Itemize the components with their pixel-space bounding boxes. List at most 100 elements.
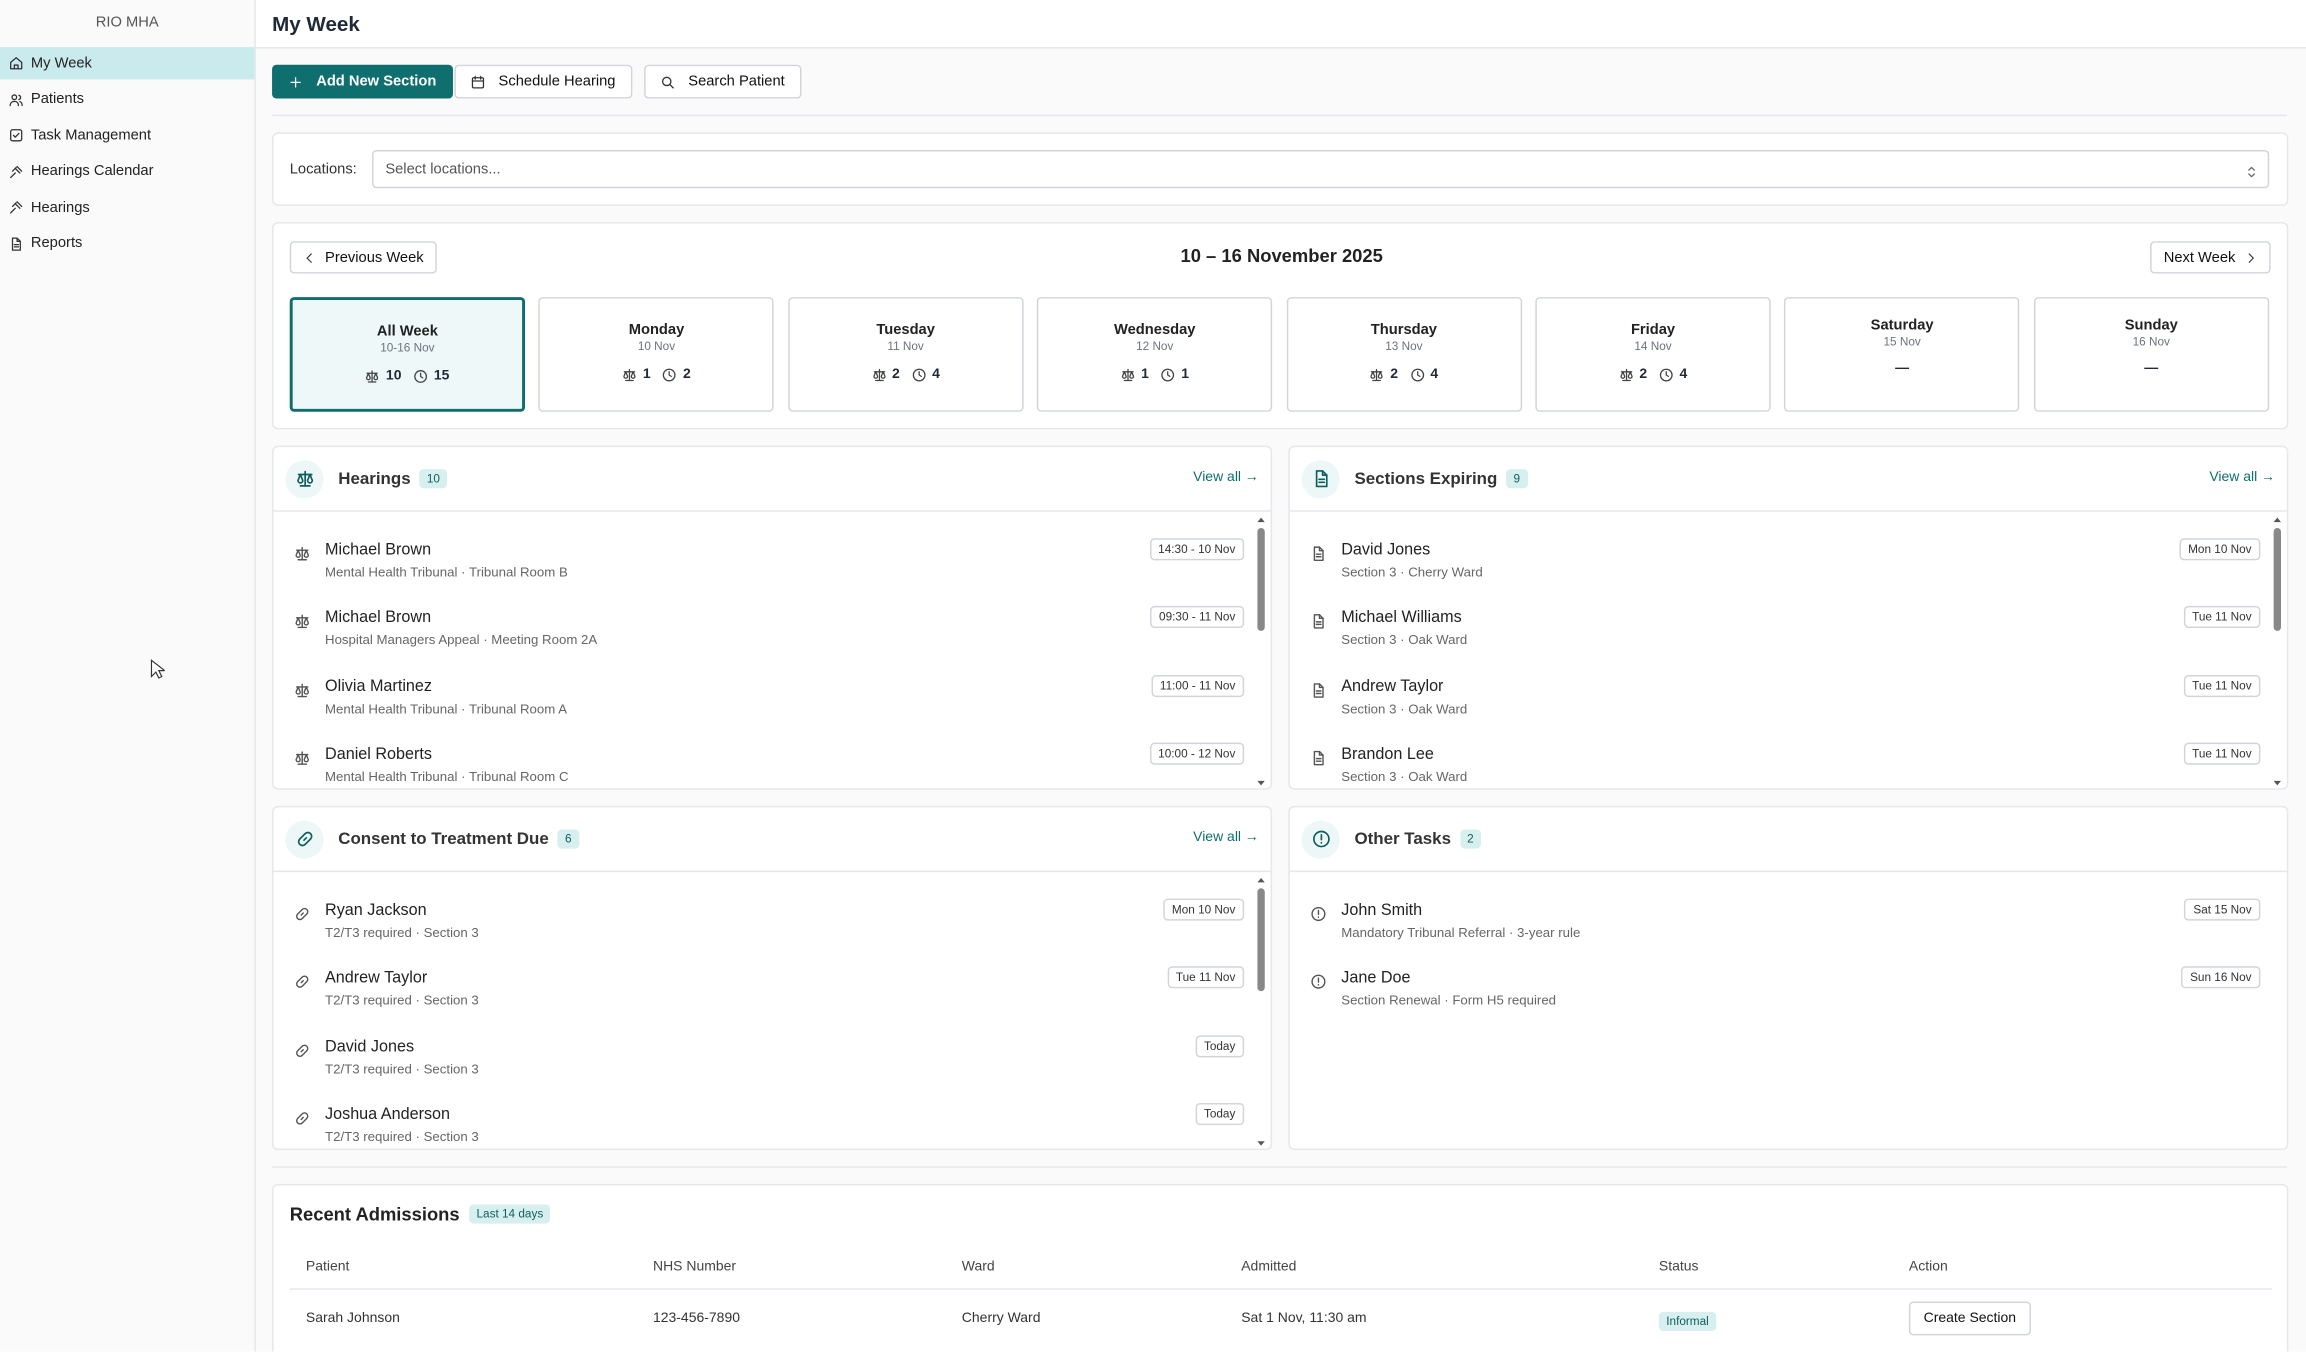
next-week-label: Next Week: [2163, 249, 2236, 266]
nav-item[interactable]: Hearings Calendar: [0, 155, 254, 187]
list-item[interactable]: Michael Williams Section 3 · Oak Ward Tue …: [1290, 589, 2261, 648]
list-item[interactable]: Andrew Taylor Section 3 · Oak Ward Tue 11 …: [1290, 657, 2261, 716]
column-header: Ward: [961, 1258, 995, 1276]
day-card[interactable]: Wednesday 12 Nov 1 1: [1037, 297, 1273, 412]
action-button[interactable]: Search Patient: [644, 64, 801, 99]
action-button[interactable]: Add New Section: [272, 64, 453, 99]
locations-select[interactable]: Select locations...: [372, 150, 2270, 189]
panel: Hearings 10 View all → Michael Brown Mental …: [272, 445, 1273, 790]
icon: [1311, 975, 1326, 990]
list-item[interactable]: Andrew Taylor T2/T3 required · Section 3 T…: [274, 949, 1245, 1008]
item-tag: Sat 15 Nov: [2184, 898, 2261, 921]
action-button[interactable]: Schedule Hearing: [454, 64, 632, 99]
item-icon: [294, 903, 310, 929]
item-detail: Section 3 · Cherry Ward: [1341, 564, 1483, 580]
day-date: 15 Nov: [1883, 335, 1921, 349]
panel-icon: [1301, 459, 1340, 498]
day-name: Monday: [628, 322, 685, 339]
hearings-count: 1: [1141, 366, 1149, 383]
nav-item[interactable]: My Week: [0, 47, 255, 80]
panel-header: Consent to Treatment Due 6 View all →: [273, 807, 1271, 873]
icon: [1313, 614, 1324, 630]
icon: [663, 367, 677, 381]
icon: [471, 75, 485, 88]
prev-week-button[interactable]: Previous Week: [289, 241, 437, 274]
create-section-button[interactable]: Create Section: [1908, 1301, 2031, 1336]
day-card[interactable]: Saturday 15 Nov —: [1784, 297, 2020, 412]
icon: [1313, 750, 1324, 766]
week-card: Previous Week 10 – 16 November 2025 Next W…: [272, 222, 2289, 430]
divider: [272, 114, 2287, 117]
list-item[interactable]: Michael Brown Hospital Managers Appeal · …: [274, 589, 1245, 648]
list-item[interactable]: Joshua Anderson T2/T3 required · Section …: [274, 1085, 1245, 1144]
item-icon: [1310, 971, 1326, 997]
locations-label: Locations:: [289, 161, 357, 178]
day-card[interactable]: Monday 10 Nov 1 2: [538, 297, 775, 412]
list-item[interactable]: Olivia Martinez Mental Health Tribunal · …: [274, 657, 1245, 716]
day-card[interactable]: All Week 10-16 Nov 10 15: [289, 297, 526, 412]
table-cell: Sarah Johnson: [305, 1310, 400, 1327]
table-cell: Cherry Ward: [961, 1310, 1041, 1327]
item-detail: Section 3 · Oak Ward: [1341, 700, 1468, 716]
nav-item[interactable]: Hearings: [0, 191, 254, 223]
item-tag: Mon 10 Nov: [1163, 898, 1245, 921]
next-week-button[interactable]: Next Week: [2150, 241, 2271, 274]
day-card[interactable]: Thursday 13 Nov 2 4: [1286, 297, 1522, 412]
item-icon: [294, 971, 310, 997]
icon: [1619, 368, 1633, 381]
item-detail: T2/T3 required · Section 3: [325, 925, 479, 940]
icon: [1312, 830, 1330, 848]
item-tag: Today: [1195, 1102, 1245, 1125]
list-item[interactable]: David Jones Section 3 · Cherry Ward Mon 10…: [1290, 521, 2261, 580]
panel-header: Sections Expiring 9 View all →: [1289, 447, 2287, 512]
icon: [295, 546, 309, 561]
nav-item[interactable]: Patients: [0, 83, 254, 115]
hearings-count: 2: [1390, 366, 1399, 383]
item-icon: [294, 1107, 310, 1133]
hearings-count: 2: [1639, 366, 1648, 383]
icon: [295, 615, 309, 629]
scrollbar[interactable]: [1256, 515, 1266, 789]
brand: RIO MHA: [95, 14, 159, 31]
list-item[interactable]: Michael Brown Mental Health Tribunal · Tr…: [274, 521, 1245, 579]
list-item[interactable]: Brandon Lee Section 3 · Oak Ward Tue 11 No…: [1290, 725, 2261, 784]
scrollbar[interactable]: [1256, 875, 1266, 1149]
hearings-count: 2: [891, 366, 900, 383]
panel-header: Hearings 10 View all →: [273, 447, 1271, 512]
select-chevron: [2244, 160, 2259, 186]
list-item[interactable]: Jane Doe Section Renewal · Form H5 requir…: [1290, 949, 2261, 1008]
item-tag: 11:00 - 11 Nov: [1151, 674, 1245, 697]
item-detail: Section 3 · Oak Ward: [1341, 632, 1468, 648]
list-item[interactable]: Daniel Roberts Mental Health Tribunal · T…: [274, 725, 1245, 784]
icon: [296, 470, 313, 487]
panel: Other Tasks 2 John Smith Mandatory Tribunal…: [1288, 805, 2289, 1151]
day-card[interactable]: Sunday 16 Nov —: [2033, 297, 2269, 412]
panel-title: Sections Expiring: [1354, 469, 1498, 488]
day-name: Tuesday: [876, 322, 935, 339]
day-name: Saturday: [1870, 317, 1934, 334]
panel-header: Other Tasks 2: [1289, 807, 2287, 873]
scrollbar[interactable]: [2272, 515, 2282, 789]
list-item[interactable]: John Smith Mandatory Tribunal Referral · …: [1290, 881, 2261, 940]
icon: [295, 751, 309, 765]
list-item[interactable]: David Jones T2/T3 required · Section 3 Tod…: [274, 1017, 1245, 1076]
nav-item[interactable]: Reports: [0, 227, 254, 259]
nav-item[interactable]: Task Management: [0, 119, 254, 151]
day-date: 10-16 Nov: [380, 341, 435, 355]
prev-week-label: Previous Week: [325, 249, 424, 266]
day-card[interactable]: Friday 14 Nov 2 4: [1535, 297, 1771, 412]
scrollbar-track: [1256, 515, 1266, 789]
cursor-icon: [150, 659, 167, 679]
panel-icon: [285, 819, 324, 859]
day-card[interactable]: Tuesday 11 Nov 2 4: [787, 297, 1024, 412]
view-all-link[interactable]: View all →: [2209, 469, 2276, 486]
view-all-link[interactable]: View all →: [1193, 829, 1259, 846]
day-name: Thursday: [1370, 322, 1437, 339]
view-all-link[interactable]: View all →: [1193, 469, 1259, 486]
list-item[interactable]: Ryan Jackson T2/T3 required · Section 3 Mo…: [274, 881, 1245, 940]
select-placeholder: Select locations...: [385, 161, 501, 178]
item-name: Daniel Roberts: [325, 745, 433, 764]
panel-count: 6: [557, 829, 579, 849]
